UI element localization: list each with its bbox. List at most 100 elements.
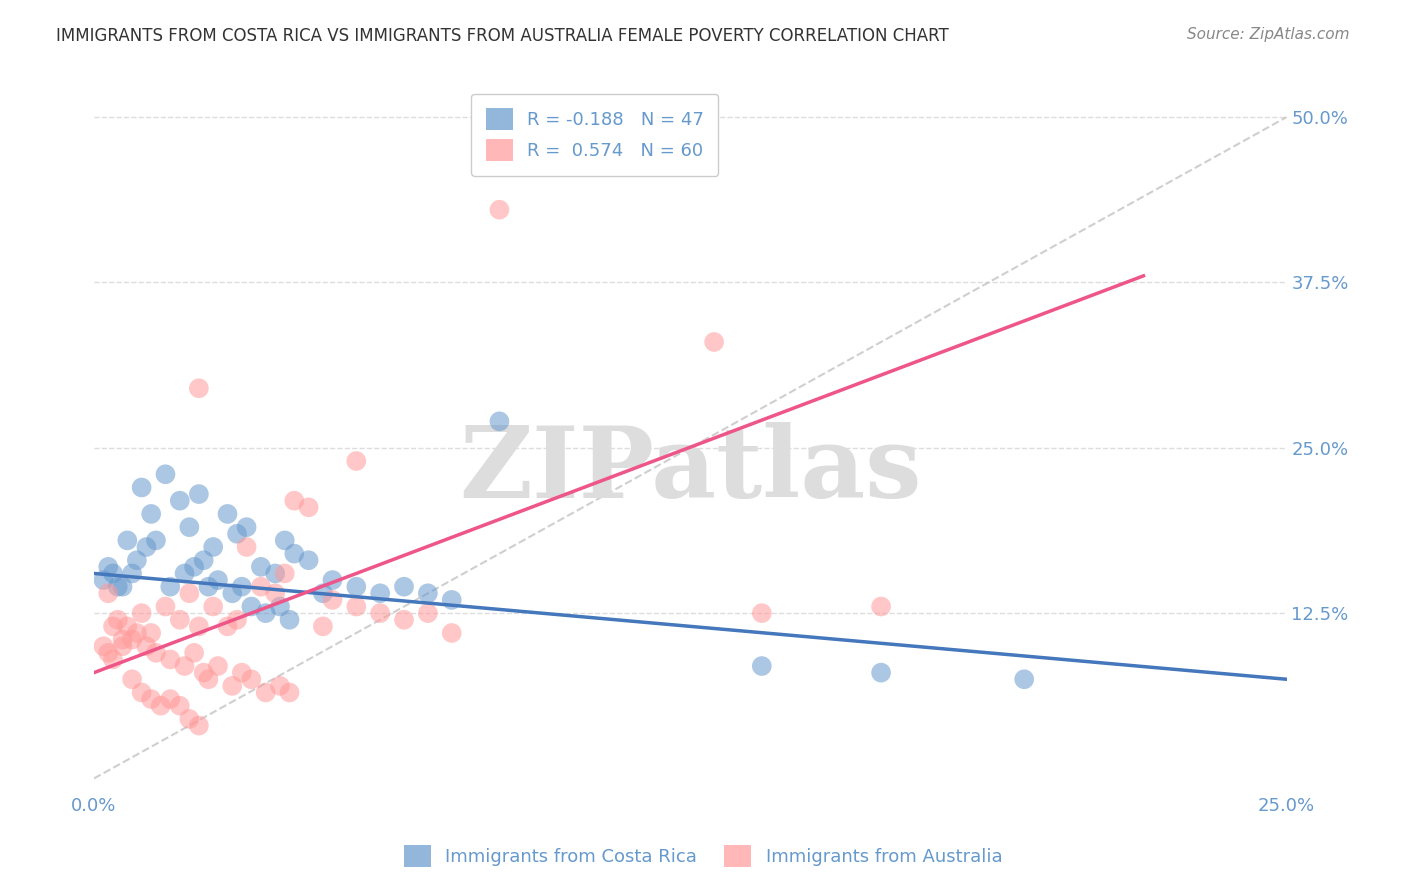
Point — [368, 606, 391, 620]
Point — [202, 540, 225, 554]
Point — [159, 692, 181, 706]
Point — [193, 553, 215, 567]
Point — [297, 500, 319, 515]
Point — [173, 566, 195, 581]
Point — [278, 613, 301, 627]
Point — [97, 646, 120, 660]
Point — [193, 665, 215, 680]
Point — [197, 580, 219, 594]
Point — [117, 619, 139, 633]
Point — [141, 626, 163, 640]
Point — [101, 652, 124, 666]
Point — [344, 599, 367, 614]
Point — [155, 599, 177, 614]
Point — [101, 566, 124, 581]
Point — [416, 606, 439, 620]
Point — [125, 553, 148, 567]
Point — [187, 619, 209, 633]
Point — [440, 593, 463, 607]
Legend: Immigrants from Costa Rica, Immigrants from Australia: Immigrants from Costa Rica, Immigrants f… — [396, 838, 1010, 874]
Point — [269, 599, 291, 614]
Point — [392, 580, 415, 594]
Point — [870, 599, 893, 614]
Point — [250, 559, 273, 574]
Point — [312, 586, 335, 600]
Point — [179, 712, 201, 726]
Point — [117, 533, 139, 548]
Point — [321, 573, 343, 587]
Point — [254, 685, 277, 699]
Point — [141, 692, 163, 706]
Point — [207, 659, 229, 673]
Point — [344, 454, 367, 468]
Point — [283, 547, 305, 561]
Point — [274, 533, 297, 548]
Point — [169, 613, 191, 627]
Point — [125, 626, 148, 640]
Point — [101, 619, 124, 633]
Point — [111, 639, 134, 653]
Text: ZIPatlas: ZIPatlas — [458, 422, 921, 519]
Point — [1012, 673, 1035, 687]
Point — [221, 679, 243, 693]
Point — [321, 593, 343, 607]
Point — [217, 619, 239, 633]
Point — [183, 559, 205, 574]
Point — [240, 599, 263, 614]
Point — [283, 493, 305, 508]
Point — [278, 685, 301, 699]
Text: Source: ZipAtlas.com: Source: ZipAtlas.com — [1187, 27, 1350, 42]
Point — [131, 606, 153, 620]
Point — [93, 573, 115, 587]
Point — [231, 665, 253, 680]
Point — [226, 526, 249, 541]
Point — [264, 566, 287, 581]
Point — [240, 673, 263, 687]
Point — [169, 493, 191, 508]
Point — [141, 507, 163, 521]
Point — [870, 665, 893, 680]
Point — [488, 414, 510, 428]
Point — [93, 639, 115, 653]
Point — [392, 613, 415, 627]
Point — [440, 626, 463, 640]
Point — [217, 507, 239, 521]
Point — [187, 381, 209, 395]
Point — [159, 580, 181, 594]
Point — [264, 586, 287, 600]
Point — [312, 619, 335, 633]
Point — [135, 639, 157, 653]
Point — [179, 520, 201, 534]
Point — [121, 566, 143, 581]
Point — [107, 613, 129, 627]
Point — [703, 334, 725, 349]
Point — [187, 718, 209, 732]
Point — [121, 673, 143, 687]
Point — [107, 580, 129, 594]
Point — [416, 586, 439, 600]
Point — [97, 586, 120, 600]
Point — [111, 580, 134, 594]
Point — [297, 553, 319, 567]
Point — [235, 520, 257, 534]
Point — [145, 533, 167, 548]
Point — [235, 540, 257, 554]
Point — [274, 566, 297, 581]
Legend: R = -0.188   N = 47, R =  0.574   N = 60: R = -0.188 N = 47, R = 0.574 N = 60 — [471, 94, 718, 176]
Point — [751, 659, 773, 673]
Point — [254, 606, 277, 620]
Point — [207, 573, 229, 587]
Point — [97, 559, 120, 574]
Point — [169, 698, 191, 713]
Point — [149, 698, 172, 713]
Point — [231, 580, 253, 594]
Point — [131, 685, 153, 699]
Point — [173, 659, 195, 673]
Point — [187, 487, 209, 501]
Point — [135, 540, 157, 554]
Point — [250, 580, 273, 594]
Point — [221, 586, 243, 600]
Point — [111, 632, 134, 647]
Point — [155, 467, 177, 482]
Point — [202, 599, 225, 614]
